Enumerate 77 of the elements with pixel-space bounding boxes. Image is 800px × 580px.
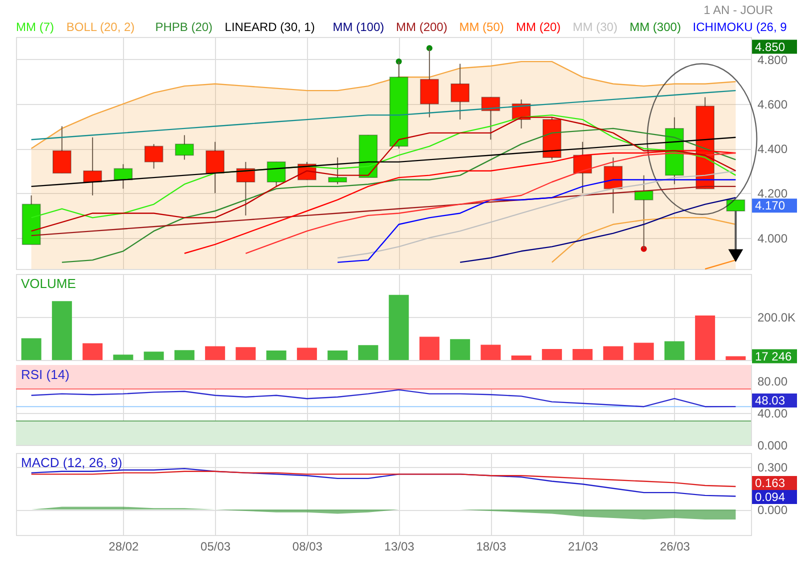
bar <box>572 349 593 360</box>
x-tick-label: 26/03 <box>660 540 690 554</box>
chart-title: VOLUME <box>21 276 76 291</box>
bar <box>144 352 164 360</box>
bar <box>174 350 194 360</box>
y-tick-label: 80.00 <box>758 374 788 388</box>
y-tick-label: 4.000 <box>758 231 788 246</box>
text: MM (50) <box>459 20 504 34</box>
candlestick <box>604 156 623 214</box>
x-tick-label: 18/03 <box>476 540 507 554</box>
y-tick-label: 40.00 <box>758 406 788 420</box>
line-series <box>551 217 736 263</box>
bar <box>388 294 409 360</box>
bar <box>695 315 716 360</box>
candlestick <box>328 156 348 185</box>
text: MM (20) <box>516 20 561 34</box>
y-tick-label: 4.400 <box>758 142 788 156</box>
bar <box>113 354 134 360</box>
text: MM (200) <box>396 20 448 34</box>
candlestick <box>481 96 500 140</box>
x-tick-label: 21/03 <box>568 540 598 554</box>
chart-title: RSI (14) <box>21 367 70 382</box>
text: MM (30) <box>572 20 618 34</box>
x-tick-label: 08/03 <box>292 540 323 554</box>
bar <box>726 356 746 360</box>
line-series <box>459 197 736 263</box>
bar <box>52 301 72 360</box>
line-series <box>30 186 736 236</box>
bar <box>266 350 286 360</box>
text: 4.170 <box>755 198 786 213</box>
bar <box>82 343 103 360</box>
y-tick-label: 4.800 <box>758 52 788 67</box>
bar <box>511 355 532 360</box>
line-series <box>61 128 736 263</box>
text: MM (100) <box>332 20 384 34</box>
chart-subtitle: 1 AN - JOUR <box>704 3 774 17</box>
bar <box>236 347 256 360</box>
bar <box>634 342 654 360</box>
bar <box>450 339 470 360</box>
line-series <box>30 470 736 488</box>
bar <box>328 350 348 360</box>
line-series <box>30 389 736 408</box>
y-tick-label: 0.300 <box>758 460 788 475</box>
text: 17 246 <box>755 349 792 364</box>
bar <box>664 341 684 360</box>
legend-label: MM (300) <box>630 20 681 34</box>
candlestick <box>450 63 470 120</box>
text: ICHIMOKU (26, 9 <box>692 20 788 34</box>
bar <box>21 338 42 360</box>
text: BOLL (20, 2) <box>66 20 135 34</box>
candlestick <box>52 126 72 174</box>
x-tick-label: 05/03 <box>200 540 231 554</box>
text: 48.03 <box>755 394 786 408</box>
y-tick-label: 0.000 <box>758 438 788 452</box>
y-tick-label: 0.000 <box>758 503 788 518</box>
text: MM (7) <box>16 20 54 34</box>
candlestick <box>174 134 194 160</box>
bar <box>542 349 562 360</box>
line-series <box>30 90 736 140</box>
bar <box>480 344 501 360</box>
text: 0.163 <box>755 476 786 490</box>
candlestick <box>144 144 164 170</box>
x-tick-label: 13/03 <box>384 540 415 554</box>
bar <box>603 346 624 360</box>
bar <box>296 348 317 360</box>
chart-title: MACD (12, 26, 9) <box>21 455 122 470</box>
bar <box>205 346 226 360</box>
bar <box>358 345 378 360</box>
x-tick-label: 28/02 <box>108 540 140 554</box>
bar <box>419 336 440 360</box>
text: 0.094 <box>755 490 786 504</box>
y-tick-label: 4.600 <box>758 97 788 112</box>
y-tick-label: 4.200 <box>758 186 788 201</box>
text: LINEARD (30, 1) <box>224 20 315 34</box>
text: PHPB (20) <box>155 20 213 34</box>
text: 4.850 <box>755 40 786 54</box>
y-tick-label: 200.0K <box>758 310 796 324</box>
